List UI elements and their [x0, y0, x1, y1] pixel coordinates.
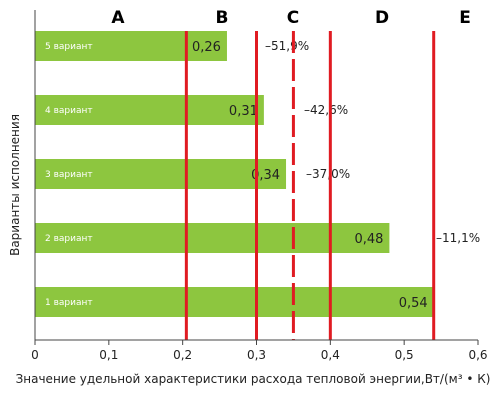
bar-value-label: 0,34 — [251, 168, 280, 183]
bar-value-label: 0,54 — [399, 296, 428, 311]
bar — [35, 159, 287, 189]
bar-value-label: 0,48 — [354, 232, 383, 247]
x-tick-label: 0,2 — [173, 348, 192, 362]
zone-label: E — [459, 8, 471, 28]
bar-value-label: 0,26 — [192, 40, 221, 55]
zone-label: B — [216, 8, 229, 28]
x-tick-label: 0 — [31, 348, 39, 362]
bar — [35, 95, 264, 125]
x-tick-label: 0,5 — [395, 348, 414, 362]
x-tick-label: 0,4 — [321, 348, 340, 362]
bar-value-label: 0,31 — [229, 104, 258, 119]
zone-label: C — [287, 8, 299, 28]
threshold-lines — [184, 31, 436, 340]
bar — [35, 31, 227, 61]
x-tick-label: 0,3 — [247, 348, 266, 362]
zone-label: D — [375, 8, 389, 28]
bar-category-label: 5 вариант — [45, 42, 93, 52]
bar — [35, 287, 434, 317]
bar-percent-label: –42,6% — [304, 103, 348, 117]
x-axis-title: Значение удельной характеристики расхода… — [16, 372, 491, 386]
bar-percent-label: –51,9% — [265, 39, 309, 53]
x-tick-label: 0,1 — [99, 348, 118, 362]
bar-percent-label: –11,1% — [436, 231, 480, 245]
bar-category-label: 1 вариант — [45, 298, 93, 308]
axes: 0 0,1 0,2 0,3 0,4 0,5 0,6 — [31, 10, 488, 362]
zone-label: A — [111, 8, 125, 28]
y-axis-title: Варианты исполнения — [8, 114, 22, 256]
bar-category-label: 4 вариант — [45, 106, 93, 116]
bar-percent-label: –37,0% — [306, 167, 350, 181]
bar-category-label: 3 вариант — [45, 170, 93, 180]
x-tick-label: 0,6 — [468, 348, 487, 362]
bar-category-label: 2 вариант — [45, 234, 93, 244]
zone-labels: A B C D E — [111, 8, 470, 28]
